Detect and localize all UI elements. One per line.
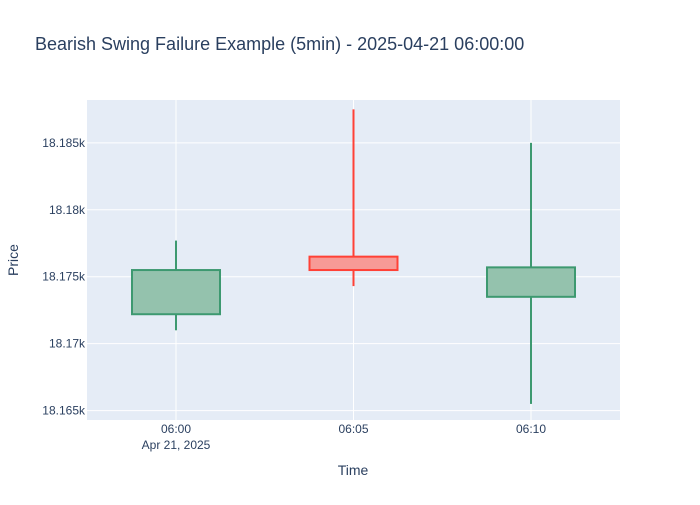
y-tick-label: 18.175k bbox=[42, 270, 86, 284]
chart-title: Bearish Swing Failure Example (5min) - 2… bbox=[35, 34, 524, 54]
x-axis-ticks: 06:00 Apr 21, 2025 06:05 06:10 bbox=[142, 422, 547, 452]
candles bbox=[131, 109, 576, 404]
candle-body bbox=[308, 255, 399, 272]
y-tick-label: 18.185k bbox=[42, 136, 86, 150]
y-axis-label: Price bbox=[5, 244, 21, 276]
x-tick-sublabel: Apr 21, 2025 bbox=[142, 438, 211, 452]
candle bbox=[308, 109, 399, 287]
candle-body bbox=[486, 266, 576, 298]
y-axis-ticks: 18.165k 18.17k 18.175k 18.18k 18.185k bbox=[42, 136, 86, 418]
x-axis-label: Time bbox=[338, 462, 369, 478]
candle bbox=[131, 240, 221, 331]
y-tick-label: 18.165k bbox=[42, 404, 86, 418]
y-tick-label: 18.17k bbox=[49, 337, 86, 351]
x-tick-label: 06:05 bbox=[338, 422, 368, 436]
x-tick-label: 06:00 bbox=[161, 422, 191, 436]
x-tick-label: 06:10 bbox=[516, 422, 546, 436]
y-tick-label: 18.18k bbox=[49, 203, 86, 217]
candle bbox=[486, 142, 576, 404]
candle-body bbox=[131, 269, 221, 316]
